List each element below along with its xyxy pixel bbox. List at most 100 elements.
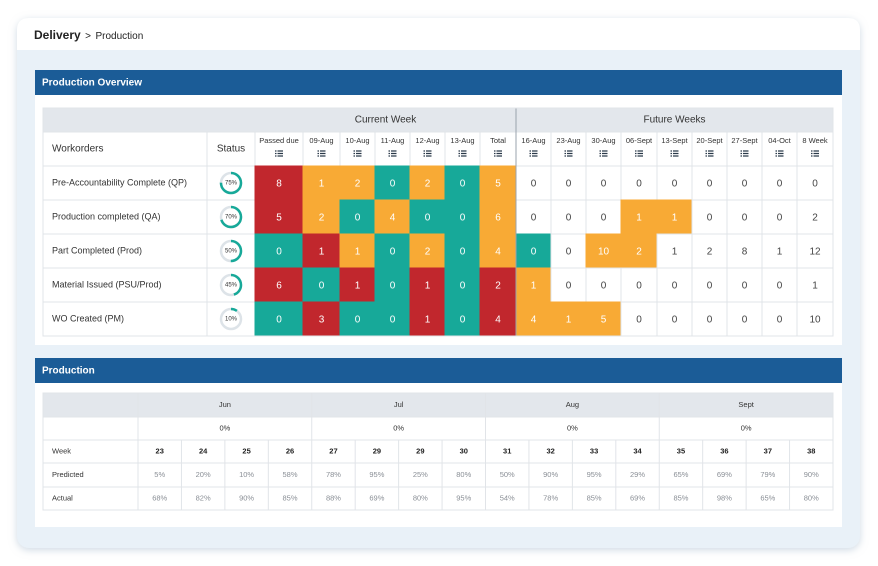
cell-value: 85% [283,493,298,502]
cell-value: 0 [460,315,466,326]
breadcrumb-current: Production [95,31,143,42]
cell-value: 80% [804,493,819,502]
cell-value: 0 [672,281,678,292]
cell [550,267,587,303]
sort-icon [635,150,643,157]
cell-value: 2 [707,247,713,258]
column-header: Status [217,144,245,155]
cell [374,165,411,201]
cell-value: 0 [355,315,361,326]
cell-value: 10 [809,315,821,326]
cell-value: 95% [456,493,471,502]
cell [444,199,481,235]
cell [761,267,798,303]
production-title: Production [42,366,95,377]
cell-value: 69% [717,470,732,479]
cell-value: 3 [319,315,325,326]
sort-icon [275,150,283,157]
cell-value: 1 [425,315,431,326]
cell-value: 65% [673,470,688,479]
cell-value: 0 [460,213,466,224]
cell [444,267,481,303]
cell-value: 1 [777,247,783,258]
cell-value: 24 [199,446,208,455]
cell-value: 1 [636,213,642,224]
cell-value: 1 [812,281,818,292]
status-ring [219,239,243,263]
cell-value: 37 [764,446,772,455]
cell-value: 0 [355,213,361,224]
cell-value: 5% [154,470,165,479]
cell-value: 69% [630,493,645,502]
breadcrumb-root[interactable]: Delivery [34,28,81,42]
cell [656,199,693,235]
cell-value: 1 [355,247,361,258]
group-header: Future Weeks [643,115,705,126]
cell-value: 26 [286,446,294,455]
cell-value: 0 [460,179,466,190]
status-cell [206,233,256,269]
column-header: 09-Aug [309,136,333,145]
cell-value: 95% [587,470,602,479]
cell-value: 33 [590,446,598,455]
sort-icon [564,150,573,157]
cell-value: 1 [672,247,678,258]
status-cell [206,165,256,201]
cell-value: 29 [416,446,424,455]
cell-value: 2 [425,179,431,190]
status-cell [206,267,256,303]
cell [585,165,622,201]
column-header: 13-Aug [450,136,474,145]
cell [550,301,587,337]
sort-icon [458,150,467,157]
cell-value: 0 [531,247,537,258]
cell-value: 0 [742,179,748,190]
cell-value: 5 [276,213,282,224]
cell [339,233,376,269]
cell [444,233,481,269]
month-row [42,392,834,418]
month-percent: 0% [741,423,752,432]
cell-value: 2 [355,179,361,190]
cell-value: 8 [742,247,748,258]
percent-row [42,416,834,441]
cell-value: 0 [672,179,678,190]
cell-value: 90% [239,493,254,502]
cell [550,233,587,269]
row [42,462,834,488]
cell-value: 65% [760,493,775,502]
cell-value: 85% [673,493,688,502]
cell-value: 0 [707,213,713,224]
status-ring [219,205,243,229]
cell [585,233,622,269]
cell-value: 5 [601,315,607,326]
sort-icon [353,150,362,157]
cell-value: 50% [500,470,515,479]
cell-value: 0 [601,281,607,292]
cell-value: 29 [373,446,381,455]
cell-value: 85% [587,493,602,502]
cell [339,301,376,337]
cell-value: 0 [425,213,431,224]
cell [796,165,834,201]
cell-value: 54% [500,493,515,502]
cell-value: 34 [633,446,642,455]
cell-value: 20% [196,470,211,479]
cell [374,301,411,337]
cell-value: 69% [369,493,384,502]
cell-value: 23 [156,446,164,455]
sort-icon [423,150,432,157]
column-header: Workorders [52,144,104,155]
cell [620,199,658,235]
cell-value: 0 [742,315,748,326]
cell [339,267,376,303]
cell [550,165,587,201]
status-cell [206,301,256,337]
cell-value: 0 [390,179,396,190]
cell [374,267,411,303]
cell [691,199,728,235]
cell-value: 0 [566,281,572,292]
cell [620,233,658,269]
cell-value: 4 [495,247,501,258]
